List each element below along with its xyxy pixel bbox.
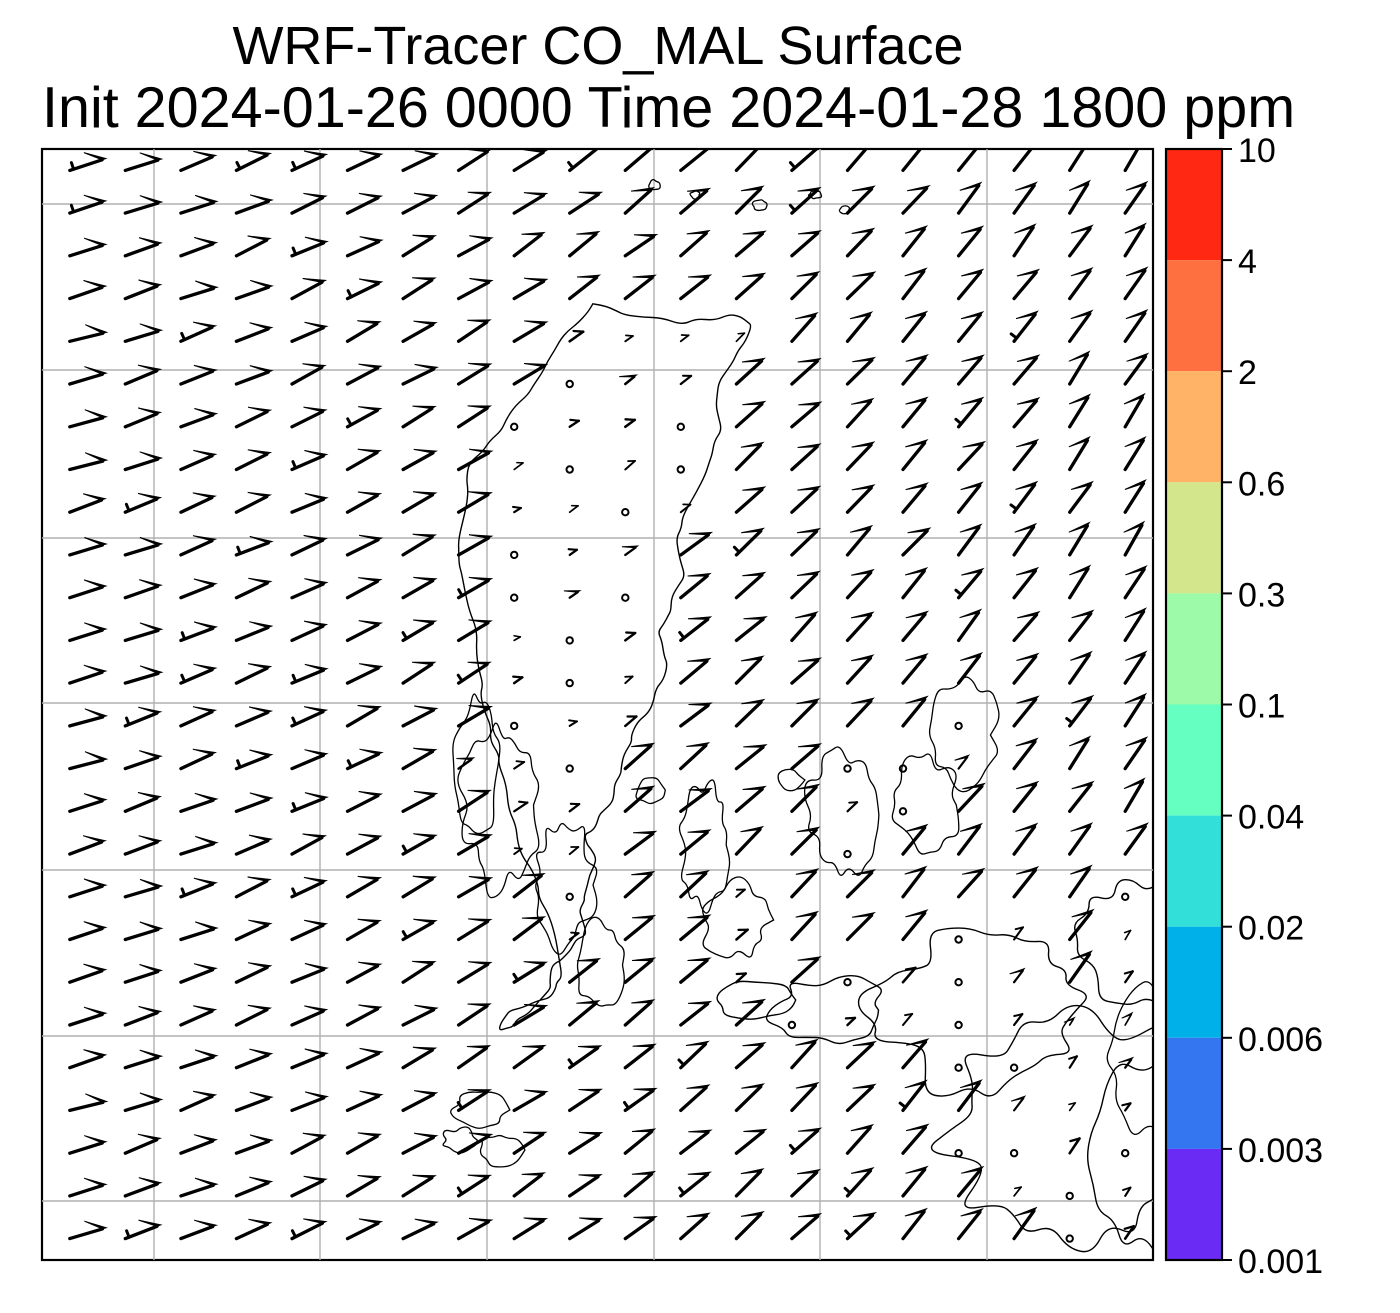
svg-text:0.003: 0.003 <box>1238 1132 1323 1170</box>
svg-text:0.02: 0.02 <box>1238 910 1304 948</box>
svg-text:0.1: 0.1 <box>1238 688 1285 726</box>
svg-text:2: 2 <box>1238 354 1257 392</box>
svg-text:0.6: 0.6 <box>1238 465 1285 503</box>
svg-text:0.3: 0.3 <box>1238 576 1285 614</box>
svg-text:Init 2024-01-26 0000 Time 2024: Init 2024-01-26 0000 Time 2024-01-28 180… <box>42 76 1295 140</box>
svg-text:WRF-Tracer CO_MAL Surface: WRF-Tracer CO_MAL Surface <box>232 16 963 76</box>
svg-text:10: 10 <box>1238 132 1276 170</box>
svg-text:0.04: 0.04 <box>1238 799 1304 837</box>
svg-text:4: 4 <box>1238 243 1257 281</box>
svg-text:0.006: 0.006 <box>1238 1021 1323 1059</box>
svg-text:0.001: 0.001 <box>1238 1243 1323 1281</box>
